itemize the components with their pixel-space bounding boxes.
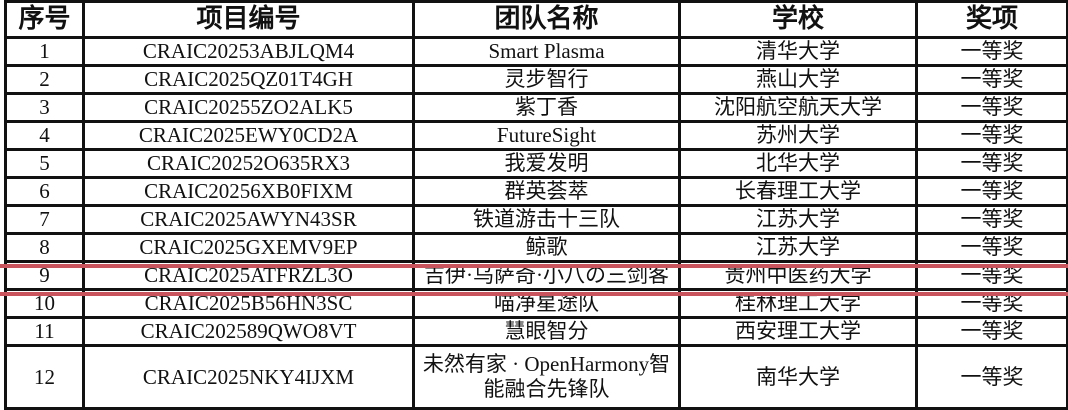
cell-project-id: CRAIC2025B56HN3SC <box>82 288 415 319</box>
header-index: 序号 <box>4 0 85 39</box>
cell-project-id: CRAIC202589QWO8VT <box>82 316 415 347</box>
cell-index: 5 <box>4 148 85 179</box>
cell-school: 苏州大学 <box>678 120 918 151</box>
cell-team-name: 未然有家 · OpenHarmony智能融合先锋队 <box>412 344 681 410</box>
table-row: 6 CRAIC20256XB0FIXM 群英荟萃 长春理工大学 一等奖 <box>4 176 1068 207</box>
cell-project-id: CRAIC2025GXEMV9EP <box>82 232 415 263</box>
awards-table: 序号 项目编号 团队名称 学校 奖项 1 CRAIC20253ABJLQM4 Sma… <box>4 0 1068 410</box>
cell-team-name: 慧眼智分 <box>412 316 681 347</box>
cell-school: 北华大学 <box>678 148 918 179</box>
cell-school: 燕山大学 <box>678 64 918 95</box>
table-row: 1 CRAIC20253ABJLQM4 Smart Plasma 清华大学 一等奖 <box>4 36 1068 67</box>
header-row: 序号 项目编号 团队名称 学校 奖项 <box>4 0 1068 39</box>
cell-team-name: Smart Plasma <box>412 36 681 67</box>
cell-team-name: FutureSight <box>412 120 681 151</box>
cell-school: 西安理工大学 <box>678 316 918 347</box>
table-row: 8 CRAIC2025GXEMV9EP 鲸歌 江苏大学 一等奖 <box>4 232 1068 263</box>
cell-project-id: CRAIC20256XB0FIXM <box>82 176 415 207</box>
cell-team-name: 灵步智行 <box>412 64 681 95</box>
cell-index: 12 <box>4 344 85 410</box>
cell-team-name: 群英荟萃 <box>412 176 681 207</box>
cell-school: 江苏大学 <box>678 204 918 235</box>
cell-team-name: 吉伊·乌萨奇·小八の三剑客 <box>412 260 681 291</box>
cell-index: 2 <box>4 64 85 95</box>
cell-project-id: CRAIC2025NKY4IJXM <box>82 344 415 410</box>
cell-index: 1 <box>4 36 85 67</box>
table-row: 2 CRAIC2025QZ01T4GH 灵步智行 燕山大学 一等奖 <box>4 64 1068 95</box>
header-project-id: 项目编号 <box>82 0 415 39</box>
cell-index: 3 <box>4 92 85 123</box>
table-row: 10 CRAIC2025B56HN3SC 喵净星途队 桂林理工大学 一等奖 <box>4 288 1068 319</box>
cell-school: 清华大学 <box>678 36 918 67</box>
cell-award: 一等奖 <box>915 36 1068 67</box>
cell-index: 4 <box>4 120 85 151</box>
table-row: 7 CRAIC2025AWYN43SR 铁道游击十三队 江苏大学 一等奖 <box>4 204 1068 235</box>
cell-award: 一等奖 <box>915 176 1068 207</box>
cell-team-name: 铁道游击十三队 <box>412 204 681 235</box>
cell-index: 10 <box>4 288 85 319</box>
cell-team-name: 紫丁香 <box>412 92 681 123</box>
table-row: 5 CRAIC20252O635RX3 我爱发明 北华大学 一等奖 <box>4 148 1068 179</box>
cell-index: 8 <box>4 232 85 263</box>
table-row: 11 CRAIC202589QWO8VT 慧眼智分 西安理工大学 一等奖 <box>4 316 1068 347</box>
cell-project-id: CRAIC2025ATFRZL3O <box>82 260 415 291</box>
cell-award: 一等奖 <box>915 64 1068 95</box>
cell-project-id: CRAIC2025EWY0CD2A <box>82 120 415 151</box>
cell-project-id: CRAIC20252O635RX3 <box>82 148 415 179</box>
table-row: 4 CRAIC2025EWY0CD2A FutureSight 苏州大学 一等奖 <box>4 120 1068 151</box>
table-row: 9 CRAIC2025ATFRZL3O 吉伊·乌萨奇·小八の三剑客 贵州中医药大学 一等… <box>4 260 1068 291</box>
cell-award: 一等奖 <box>915 232 1068 263</box>
cell-school: 江苏大学 <box>678 232 918 263</box>
header-team-name: 团队名称 <box>412 0 681 39</box>
header-school: 学校 <box>678 0 918 39</box>
cell-award: 一等奖 <box>915 288 1068 319</box>
cell-team-name: 鲸歌 <box>412 232 681 263</box>
cell-project-id: CRAIC20253ABJLQM4 <box>82 36 415 67</box>
cell-award: 一等奖 <box>915 316 1068 347</box>
cell-school: 南华大学 <box>678 344 918 410</box>
cell-award: 一等奖 <box>915 260 1068 291</box>
cell-project-id: CRAIC2025QZ01T4GH <box>82 64 415 95</box>
cell-school: 沈阳航空航天大学 <box>678 92 918 123</box>
cell-school: 贵州中医药大学 <box>678 260 918 291</box>
cell-project-id: CRAIC20255ZO2ALK5 <box>82 92 415 123</box>
cell-index: 7 <box>4 204 85 235</box>
cell-team-name: 喵净星途队 <box>412 288 681 319</box>
table-row: 12 CRAIC2025NKY4IJXM 未然有家 · OpenHarmony智能融… <box>4 344 1068 410</box>
cell-school: 长春理工大学 <box>678 176 918 207</box>
cell-award: 一等奖 <box>915 344 1068 410</box>
cell-project-id: CRAIC2025AWYN43SR <box>82 204 415 235</box>
cell-award: 一等奖 <box>915 92 1068 123</box>
cell-index: 6 <box>4 176 85 207</box>
cell-award: 一等奖 <box>915 120 1068 151</box>
cell-index: 11 <box>4 316 85 347</box>
cell-team-name: 我爱发明 <box>412 148 681 179</box>
cell-school: 桂林理工大学 <box>678 288 918 319</box>
cell-award: 一等奖 <box>915 148 1068 179</box>
table-row: 3 CRAIC20255ZO2ALK5 紫丁香 沈阳航空航天大学 一等奖 <box>4 92 1068 123</box>
cell-award: 一等奖 <box>915 204 1068 235</box>
header-award: 奖项 <box>915 0 1068 39</box>
cell-index: 9 <box>4 260 85 291</box>
